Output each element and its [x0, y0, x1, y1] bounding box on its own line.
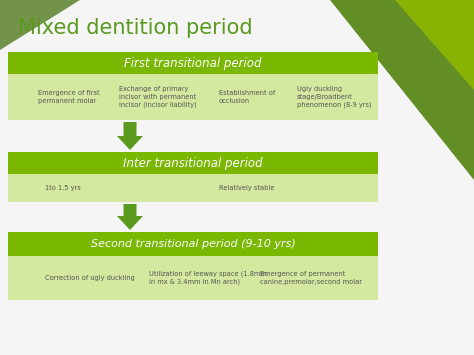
Bar [8, 152, 378, 174]
Bar [8, 52, 378, 74]
Bar [8, 232, 378, 256]
Text: Mixed dentition period: Mixed dentition period [18, 18, 253, 38]
Text: Emergence of permanent
canine,premolar,second molar: Emergence of permanent canine,premolar,s… [260, 271, 362, 285]
Bar [8, 256, 378, 300]
Polygon shape [117, 204, 143, 230]
Text: Exchange of primary
incisor with permanent
incisor (incisor liability): Exchange of primary incisor with permane… [119, 86, 197, 108]
Text: Establishment of
occlusion: Establishment of occlusion [219, 90, 275, 104]
Polygon shape [395, 0, 474, 90]
Text: Correction of ugly duckling: Correction of ugly duckling [45, 275, 135, 281]
Polygon shape [0, 0, 80, 50]
Text: Emergence of first
permanent molar: Emergence of first permanent molar [37, 90, 99, 104]
Text: 1to 1.5 yrs: 1to 1.5 yrs [45, 185, 81, 191]
Bar [8, 74, 378, 120]
Polygon shape [330, 0, 474, 180]
Text: Second transitional period (9-10 yrs): Second transitional period (9-10 yrs) [91, 239, 295, 249]
Polygon shape [117, 122, 143, 150]
Bar [8, 174, 378, 202]
Text: Utilization of leeway space (1.8mm
in mx & 3.4mm in Mn arch): Utilization of leeway space (1.8mm in mx… [149, 271, 266, 285]
Text: Inter transitional period: Inter transitional period [123, 157, 263, 169]
Text: Ugly duckling
stage/Broadbent
phenomenon (8-9 yrs): Ugly duckling stage/Broadbent phenomenon… [297, 86, 371, 108]
Text: Relatively stable: Relatively stable [219, 185, 274, 191]
Text: First transitional period: First transitional period [124, 56, 262, 70]
